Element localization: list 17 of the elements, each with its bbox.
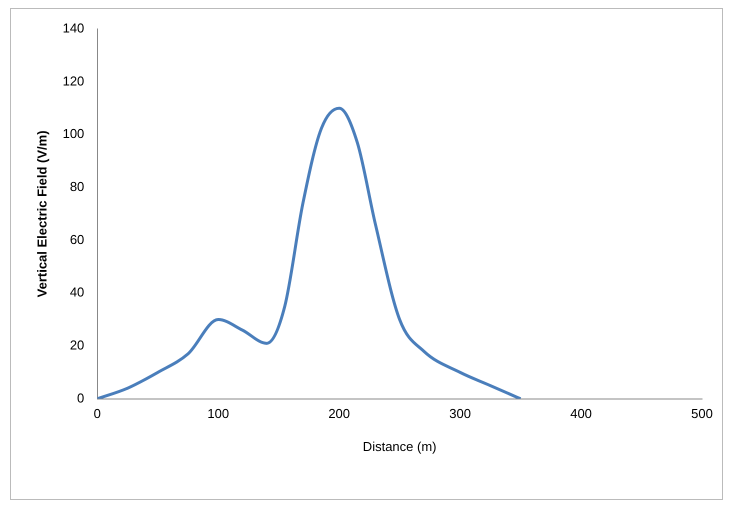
x-axis-title: Distance (m) bbox=[362, 438, 436, 454]
y-tick-label: 120 bbox=[62, 73, 84, 88]
y-tick-label: 20 bbox=[70, 338, 84, 353]
y-tick-label: 40 bbox=[70, 284, 84, 300]
y-axis-title: Vertical Electric Field (V/m) bbox=[34, 130, 50, 298]
x-tick-label: 400 bbox=[570, 406, 592, 422]
x-tick-label: 0 bbox=[94, 406, 101, 422]
y-tick-label: 100 bbox=[62, 126, 84, 142]
x-tick-label: 300 bbox=[449, 406, 471, 422]
x-tick-label: 500 bbox=[691, 406, 713, 422]
y-tick-label: 140 bbox=[62, 20, 84, 36]
y-tick-label: 0 bbox=[77, 390, 84, 406]
x-tick-label: 100 bbox=[207, 406, 230, 422]
y-tick-label: 60 bbox=[70, 232, 84, 247]
x-tick-label: 200 bbox=[328, 406, 350, 422]
y-tick-label: 80 bbox=[70, 179, 84, 194]
line-series bbox=[97, 106, 522, 399]
